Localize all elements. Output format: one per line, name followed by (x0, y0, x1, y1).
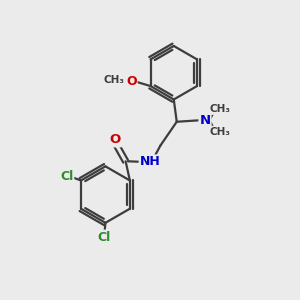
Text: CH₃: CH₃ (209, 104, 230, 114)
Text: CH₃: CH₃ (209, 127, 230, 136)
Text: CH₃: CH₃ (103, 75, 124, 85)
Text: Cl: Cl (60, 170, 73, 183)
Text: O: O (110, 134, 121, 146)
Text: NH: NH (140, 155, 160, 168)
Text: N: N (200, 114, 211, 127)
Text: O: O (126, 75, 136, 88)
Text: Cl: Cl (97, 231, 111, 244)
